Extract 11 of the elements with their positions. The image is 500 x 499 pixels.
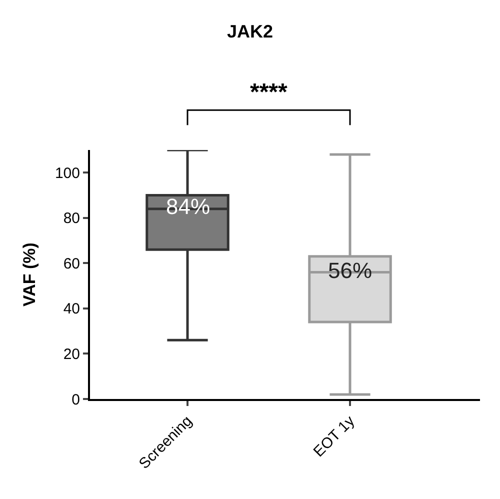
chart-title: JAK2: [226, 22, 274, 42]
y-tick-label: 0: [72, 391, 80, 408]
y-tick-label: 100: [54, 164, 80, 182]
text: ****: [250, 79, 288, 106]
text: 84%: [166, 194, 210, 219]
y-tick-label: 80: [63, 210, 80, 228]
y-tick-label: 60: [63, 255, 80, 272]
y-tick-label: 20: [63, 346, 80, 363]
text: 56%: [328, 258, 372, 283]
y-axis-title: VAF (%): [20, 242, 40, 306]
y-tick-label: 40: [63, 300, 80, 318]
